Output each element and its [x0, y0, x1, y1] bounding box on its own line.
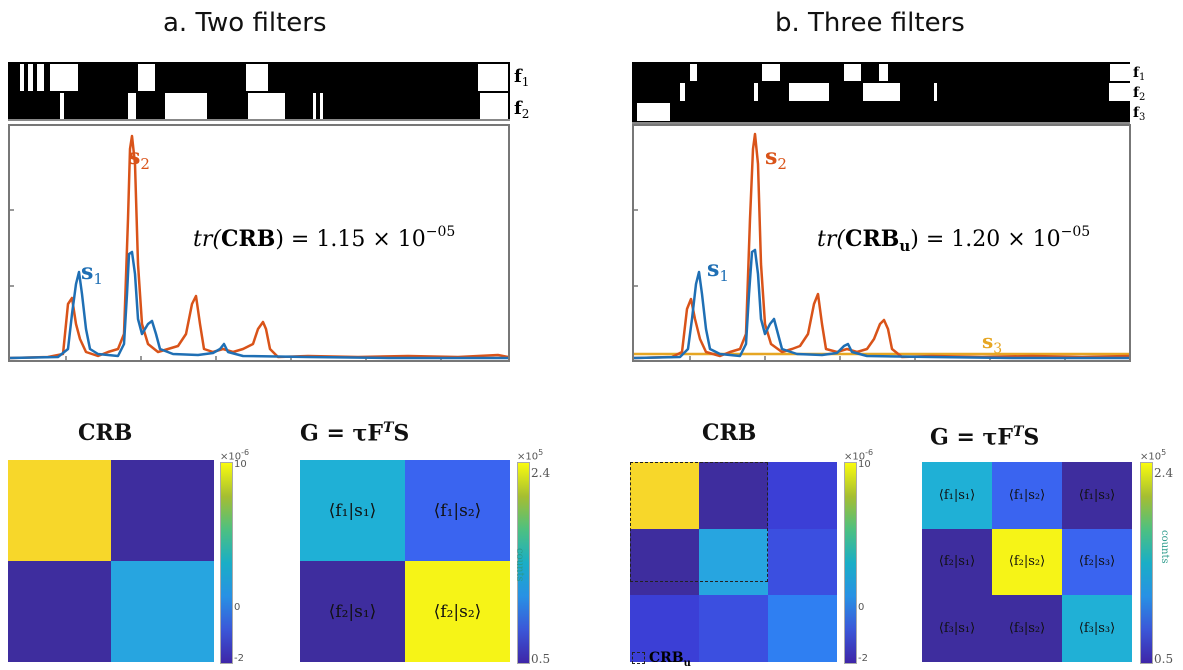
- panel-a-crb-title: CRB: [78, 420, 133, 446]
- panel-b-crbu-box: [630, 462, 768, 582]
- panel-b-g-colorbar: [1140, 462, 1153, 664]
- panel-a-g-tick-min: 0.5: [531, 652, 551, 666]
- panel-a-crb-matrix: [8, 460, 214, 662]
- panel-a-g-cell-1-1: ⟨f₁|s₁⟩: [300, 460, 405, 561]
- panel-b-crb-tick-neg2: -2: [858, 653, 868, 664]
- panel-b-g-tick-max: 2.4: [1154, 466, 1174, 480]
- panel-b-title: b. Three filters: [775, 8, 965, 38]
- panel-b-s2-label: s2: [765, 144, 787, 173]
- panel-b-crb-cell-2-2: [699, 528, 768, 596]
- panel-a-crb-multiplier: ×10-6: [220, 448, 250, 463]
- panel-b-g-cell-label: ⟨f₁|s₂⟩: [1008, 487, 1046, 503]
- panel-b-g-cell-label: ⟨f₂|s₁⟩: [938, 554, 976, 570]
- panel-a-title: a. Two filters: [163, 8, 327, 38]
- panel-b-f2-label: f2: [1133, 85, 1145, 103]
- panel-a-g-cell-label: ⟨f₁|s₂⟩: [433, 500, 482, 521]
- panel-a-crb-tick-0: 0: [234, 602, 241, 613]
- panel-b-g-cell-3-2: ⟨f₃|s₂⟩: [992, 595, 1062, 662]
- panel-a-crb-cell-1-2: [111, 460, 214, 561]
- panel-b-g-cell-3-1: ⟨f₃|s₁⟩: [922, 595, 992, 662]
- panel-b-g-matrix: ⟨f₁|s₁⟩ ⟨f₁|s₂⟩ ⟨f₁|s₃⟩ ⟨f₂|s₁⟩ ⟨f₂|s₂⟩ ⟨f₂|s…: [922, 462, 1132, 662]
- panel-a-g-multiplier: ×105: [517, 448, 544, 463]
- panel-b-crb-matrix: [630, 462, 837, 662]
- panel-a-g-cell-label: ⟨f₁|s₁⟩: [328, 500, 377, 521]
- panel-b-crb-cell-3-1: [630, 595, 699, 662]
- panel-a-crb-tick-10: 10: [234, 459, 247, 470]
- panel-b-crb-cell-1-1: [630, 462, 699, 529]
- panel-b-crb-cell-2-3: [768, 528, 837, 596]
- panel-b-s3-label: s3: [982, 329, 1002, 357]
- panel-b-crb-tick-0: 0: [858, 602, 865, 613]
- panel-a-g-cell-2-1: ⟨f₂|s₁⟩: [300, 561, 405, 662]
- panel-b-g-multiplier: ×105: [1140, 448, 1167, 463]
- panel-b-g-cell-1-1: ⟨f₁|s₁⟩: [922, 462, 992, 529]
- panel-a-crb-tick-neg2: -2: [234, 653, 244, 664]
- panel-b-crb-cell-2-1: [630, 528, 699, 596]
- panel-b-crbu-legend: CRBu: [632, 650, 691, 669]
- panel-a-g-matrix: ⟨f₁|s₁⟩ ⟨f₁|s₂⟩ ⟨f₂|s₁⟩ ⟨f₂|s₂⟩: [300, 460, 510, 662]
- panel-b-spectrum-plot: s2 s1 s3 tr(CRBu) = 1.20 × 10−05: [632, 124, 1131, 362]
- panel-a-crb-cell-1-1: [8, 460, 111, 561]
- panel-b-filter-strips: f1 f2 f3: [632, 62, 1145, 124]
- panel-b-g-colorbar-label: counts: [1159, 530, 1170, 564]
- panel-b-crb-cell-1-2: [699, 462, 768, 529]
- panel-a-g-colorbar: [517, 462, 530, 664]
- panel-a-g-title: G = τFTS: [300, 420, 410, 447]
- panel-a-spectrum-plot: s2 s1 tr(CRB) = 1.15 × 10−05: [8, 124, 510, 362]
- panel-b-f1-label: f1: [1133, 65, 1145, 83]
- panel-b-g-cell-label: ⟨f₂|s₂⟩: [1008, 554, 1046, 570]
- panel-b-crb-cell-1-3: [768, 462, 837, 529]
- panel-b-s1-label: s1: [707, 256, 729, 285]
- panel-a-filter-strips: f1 f2: [8, 62, 529, 121]
- panel-a-g-cell-2-2: ⟨f₂|s₂⟩: [405, 561, 510, 662]
- panel-a-crb-annotation: tr(CRB) = 1.15 × 10−05: [193, 224, 455, 252]
- panel-b-crb-colorbar: [844, 462, 857, 664]
- panel-b-crb-annotation: tr(CRBu) = 1.20 × 10−05: [817, 224, 1090, 255]
- panel-b-g-title: G = τFTS: [930, 424, 1040, 451]
- panel-b-crb-tick-10: 10: [858, 459, 871, 470]
- panel-b-g-cell-label: ⟨f₂|s₃⟩: [1078, 554, 1116, 570]
- panel-b-g-cell-2-1: ⟨f₂|s₁⟩: [922, 528, 992, 596]
- panel-b-g-cell-label: ⟨f₃|s₁⟩: [938, 621, 976, 637]
- panel-b-g-cell-2-2: ⟨f₂|s₂⟩: [992, 528, 1062, 596]
- panel-a-crb-cell-2-2: [111, 561, 214, 662]
- panel-a-g-tick-max: 2.4: [531, 466, 551, 480]
- panel-a-g-cell-label: ⟨f₂|s₁⟩: [328, 601, 377, 622]
- panel-b-f3-label: f3: [1133, 105, 1145, 123]
- panel-a-f1-label: f1: [514, 66, 529, 89]
- panel-b-crb-cell-3-2: [699, 595, 768, 662]
- panel-b-crb-multiplier: ×10-6: [844, 448, 874, 463]
- panel-b-g-tick-min: 0.5: [1154, 652, 1174, 666]
- panel-a-s1-label: s1: [81, 259, 103, 288]
- panel-a-g-cell-label: ⟨f₂|s₂⟩: [433, 601, 482, 622]
- panel-b-g-cell-2-3: ⟨f₂|s₃⟩: [1062, 528, 1132, 596]
- dashed-box-icon: [632, 652, 645, 664]
- panel-b-g-cell-1-3: ⟨f₁|s₃⟩: [1062, 462, 1132, 529]
- panel-a-g-cell-1-2: ⟨f₁|s₂⟩: [405, 460, 510, 561]
- panel-b-g-cell-1-2: ⟨f₁|s₂⟩: [992, 462, 1062, 529]
- panel-b-g-cell-label: ⟨f₃|s₂⟩: [1008, 621, 1046, 637]
- panel-a-crb-colorbar: [220, 462, 233, 664]
- panel-b-crb-title: CRB: [702, 420, 757, 446]
- panel-a-f2-label: f2: [514, 98, 529, 121]
- panel-b-g-cell-label: ⟨f₃|s₃⟩: [1078, 621, 1116, 637]
- panel-b-crb-cell-3-3: [768, 595, 837, 662]
- panel-a-crb-cell-2-1: [8, 561, 111, 662]
- panel-a-g-colorbar-label: counts: [514, 548, 525, 582]
- panel-b-g-cell-label: ⟨f₁|s₁⟩: [938, 487, 976, 503]
- panel-b-g-cell-3-3: ⟨f₃|s₃⟩: [1062, 595, 1132, 662]
- panel-a-s2-label: s2: [128, 144, 150, 173]
- panel-b-g-cell-label: ⟨f₁|s₃⟩: [1078, 487, 1116, 503]
